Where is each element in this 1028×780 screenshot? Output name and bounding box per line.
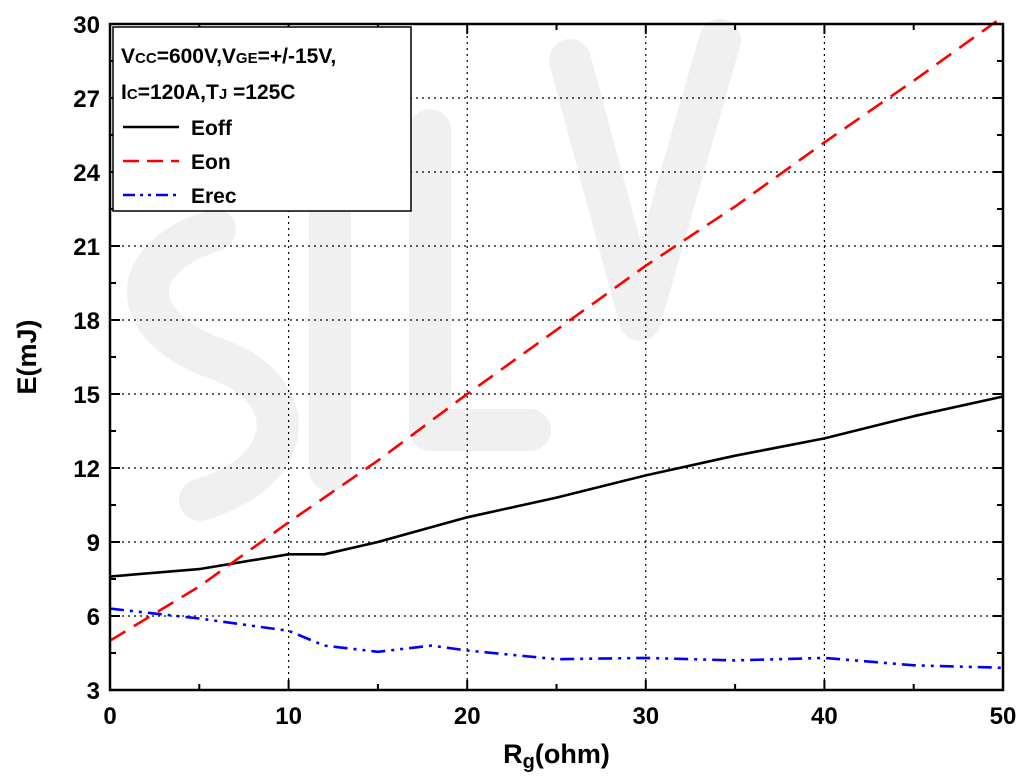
- y-tick-label: 6: [87, 604, 100, 631]
- x-tick-label: 20: [454, 703, 481, 730]
- legend-label-erec: Erec: [191, 185, 237, 208]
- y-tick-label: 12: [73, 456, 100, 483]
- axes: 0 10 20 30 40 50 3 6 9 12 15 18 21 24 27 30 Rg(ohm) E(mJ): [12, 12, 1016, 773]
- y-tick-label: 18: [73, 308, 100, 335]
- y-tick-label: 30: [73, 12, 100, 39]
- y-tick-label: 15: [73, 382, 100, 409]
- legend-conditions-line-1: VCC=600V,VGE=+/-15V,: [121, 45, 336, 68]
- series-group: [109, 15, 1004, 670]
- legend-label-eon: Eon: [191, 151, 231, 174]
- y-tick-label: 21: [73, 234, 100, 261]
- x-tick-label: 30: [632, 703, 659, 730]
- series-line-eon: [109, 15, 1004, 642]
- grid: [110, 24, 1003, 690]
- legend-label-eoff: Eoff: [191, 117, 233, 140]
- legend-box: [112, 26, 412, 212]
- series-line-erec: [109, 607, 1004, 670]
- x-axis-title: Rg(ohm): [503, 739, 610, 773]
- y-tick-label: 3: [87, 678, 100, 705]
- x-tick-label: 10: [275, 703, 302, 730]
- x-tick-label: 50: [990, 703, 1017, 730]
- legend: VCC=600V,VGE=+/-15V, IC=120A,TJ =125C Eoff…: [112, 26, 412, 212]
- y-axis-title: E(mJ): [12, 319, 42, 394]
- legend-conditions-line-2: IC=120A,TJ =125C: [121, 81, 295, 104]
- y-tick-label: 24: [73, 160, 100, 187]
- y-tick-label: 9: [87, 530, 100, 557]
- y-tick-label: 27: [73, 86, 100, 113]
- x-tick-label: 40: [811, 703, 838, 730]
- series-line-eoff: [109, 395, 1004, 578]
- x-tick-label: 0: [103, 703, 116, 730]
